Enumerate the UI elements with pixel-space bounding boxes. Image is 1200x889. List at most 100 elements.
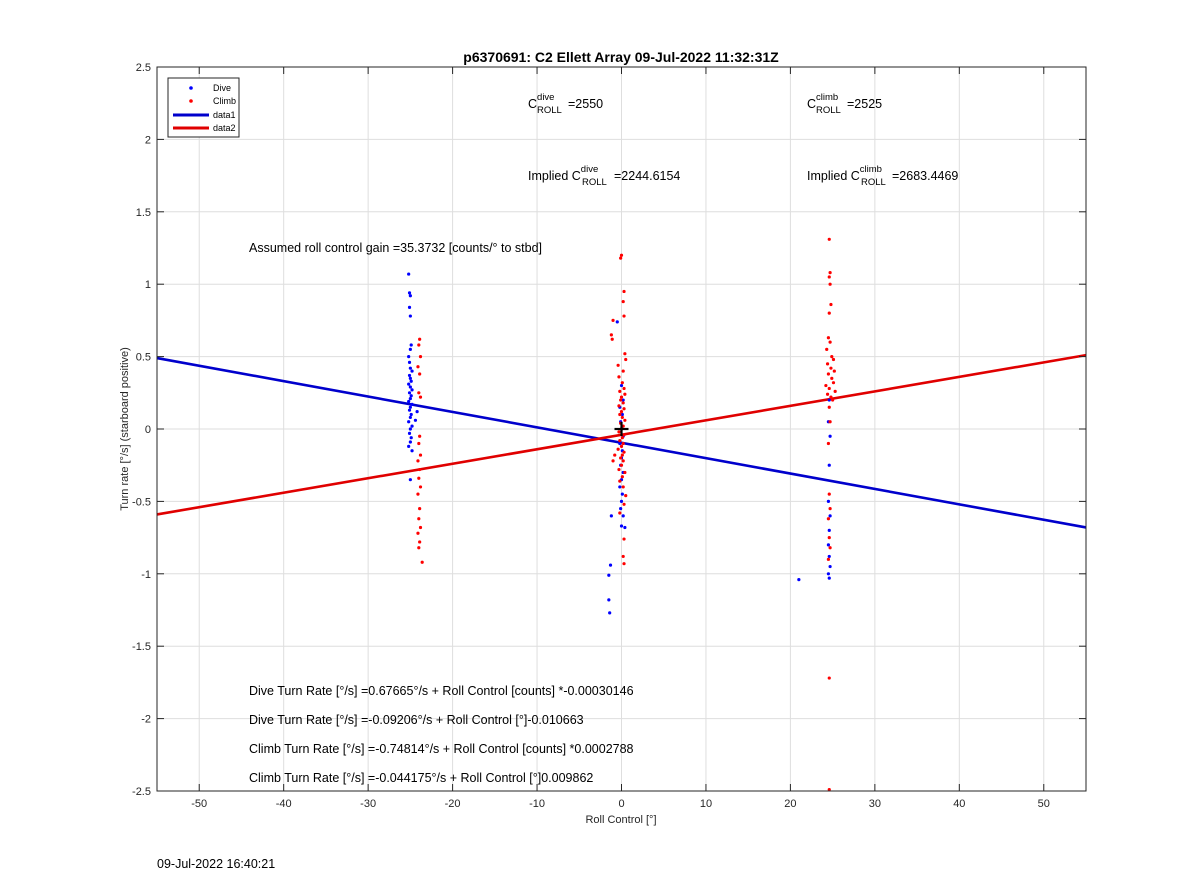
x-tick-label: -40 <box>276 798 292 810</box>
climb-point <box>619 398 623 402</box>
dive-point <box>827 398 831 402</box>
y-tick-label: 0.5 <box>136 352 151 364</box>
dive-point <box>407 360 412 364</box>
climb-point <box>828 340 832 344</box>
climb-point <box>827 386 831 391</box>
legend-climb-swatch <box>189 99 193 103</box>
climb-point <box>828 271 832 275</box>
dive-point <box>607 598 611 602</box>
climb-point <box>622 433 626 437</box>
dive-point <box>413 418 418 422</box>
climb-point <box>621 485 625 489</box>
dive-point <box>408 366 412 370</box>
climb-point <box>829 302 833 307</box>
y-tick-label: 2 <box>145 134 151 146</box>
climb-point <box>622 537 626 541</box>
dive-point <box>407 272 411 276</box>
legend-data2-label: data2 <box>213 123 236 133</box>
climb-point <box>417 517 421 521</box>
dive-point <box>619 524 624 528</box>
climb-point <box>621 369 625 373</box>
dive-point <box>407 444 411 448</box>
dive-point <box>407 420 411 424</box>
c-climb-value: =2525 <box>847 97 882 111</box>
fit-line-data1 <box>156 356 1087 529</box>
climb-point <box>831 381 836 385</box>
climb-point <box>826 336 831 340</box>
x-tick-label: 0 <box>618 798 624 810</box>
climb-point <box>417 546 421 550</box>
x-tick-label: -20 <box>445 798 461 810</box>
implied-climb-prefix: Implied C <box>807 169 860 183</box>
dive-point <box>410 369 414 373</box>
climb-point <box>417 476 421 480</box>
svg-text:Implied Cclimb: Implied Cclimb <box>807 164 882 183</box>
svg-text:Cdive: Cdive <box>528 92 554 111</box>
y-tick-label: 0 <box>145 424 151 436</box>
dive-point <box>826 543 831 547</box>
climb-point <box>829 366 833 370</box>
legend-climb-label: Climb <box>213 96 236 106</box>
dive-point <box>623 525 627 530</box>
climb-point <box>418 337 422 341</box>
c-dive-sup: dive <box>537 92 554 103</box>
dive-point <box>408 415 412 420</box>
c-climb-sup: climb <box>816 92 838 103</box>
x-tick-label: -10 <box>529 798 545 810</box>
dive-point <box>410 388 414 392</box>
climb-point <box>611 459 615 463</box>
y-tick-label: 2.5 <box>136 62 151 74</box>
dive-point <box>407 408 412 412</box>
svg-text:Implied Cdive: Implied Cdive <box>528 164 598 183</box>
climb-point <box>828 420 832 424</box>
climb-point <box>619 256 623 260</box>
equation-line-2: Dive Turn Rate [°/s] =-0.09206°/s + Roll… <box>249 713 584 727</box>
climb-point <box>623 418 627 422</box>
climb-point <box>622 386 626 391</box>
x-tick-label: -30 <box>360 798 376 810</box>
dive-point <box>408 478 412 482</box>
climb-point <box>619 456 623 460</box>
implied-climb-sub: ROLL <box>861 177 886 188</box>
dive-point <box>409 412 413 417</box>
dive-point <box>408 294 412 298</box>
dive-point <box>608 611 612 615</box>
climb-point <box>617 430 621 434</box>
climb-point <box>826 517 831 521</box>
y-tick-label: -1.5 <box>132 641 151 653</box>
climb-point <box>622 562 626 566</box>
dive-point <box>409 436 413 440</box>
climb-point <box>417 343 421 347</box>
y-tick-label: -2 <box>141 714 151 726</box>
climb-point <box>830 376 834 380</box>
equation-line-1: Dive Turn Rate [°/s] =0.67665°/s + Roll … <box>249 684 634 698</box>
x-tick-label: 30 <box>869 798 881 810</box>
climb-point <box>619 395 624 399</box>
climb-point <box>620 436 624 440</box>
dive-point <box>609 514 613 518</box>
climb-point <box>623 470 627 475</box>
climb-point <box>617 375 621 379</box>
svg-text:Cclimb: Cclimb <box>807 92 838 111</box>
dive-point <box>409 394 413 398</box>
climb-point <box>616 447 620 451</box>
climb-point <box>622 314 626 318</box>
climb-point <box>824 383 828 388</box>
climb-point <box>618 479 622 483</box>
climb-point <box>619 463 624 467</box>
climb-point <box>622 502 626 506</box>
climb-point <box>624 494 628 498</box>
climb-point <box>829 395 833 399</box>
climb-point <box>418 540 422 544</box>
dive-point <box>409 379 413 383</box>
climb-point <box>825 347 829 351</box>
dive-point <box>408 314 412 318</box>
climb-point <box>827 536 831 540</box>
dive-point <box>408 376 412 380</box>
dive-point <box>408 396 412 401</box>
x-axis-label: Roll Control [°] <box>585 814 656 826</box>
dive-point <box>407 399 411 404</box>
implied-dive-prefix: Implied C <box>528 169 581 183</box>
dive-point <box>407 291 412 295</box>
